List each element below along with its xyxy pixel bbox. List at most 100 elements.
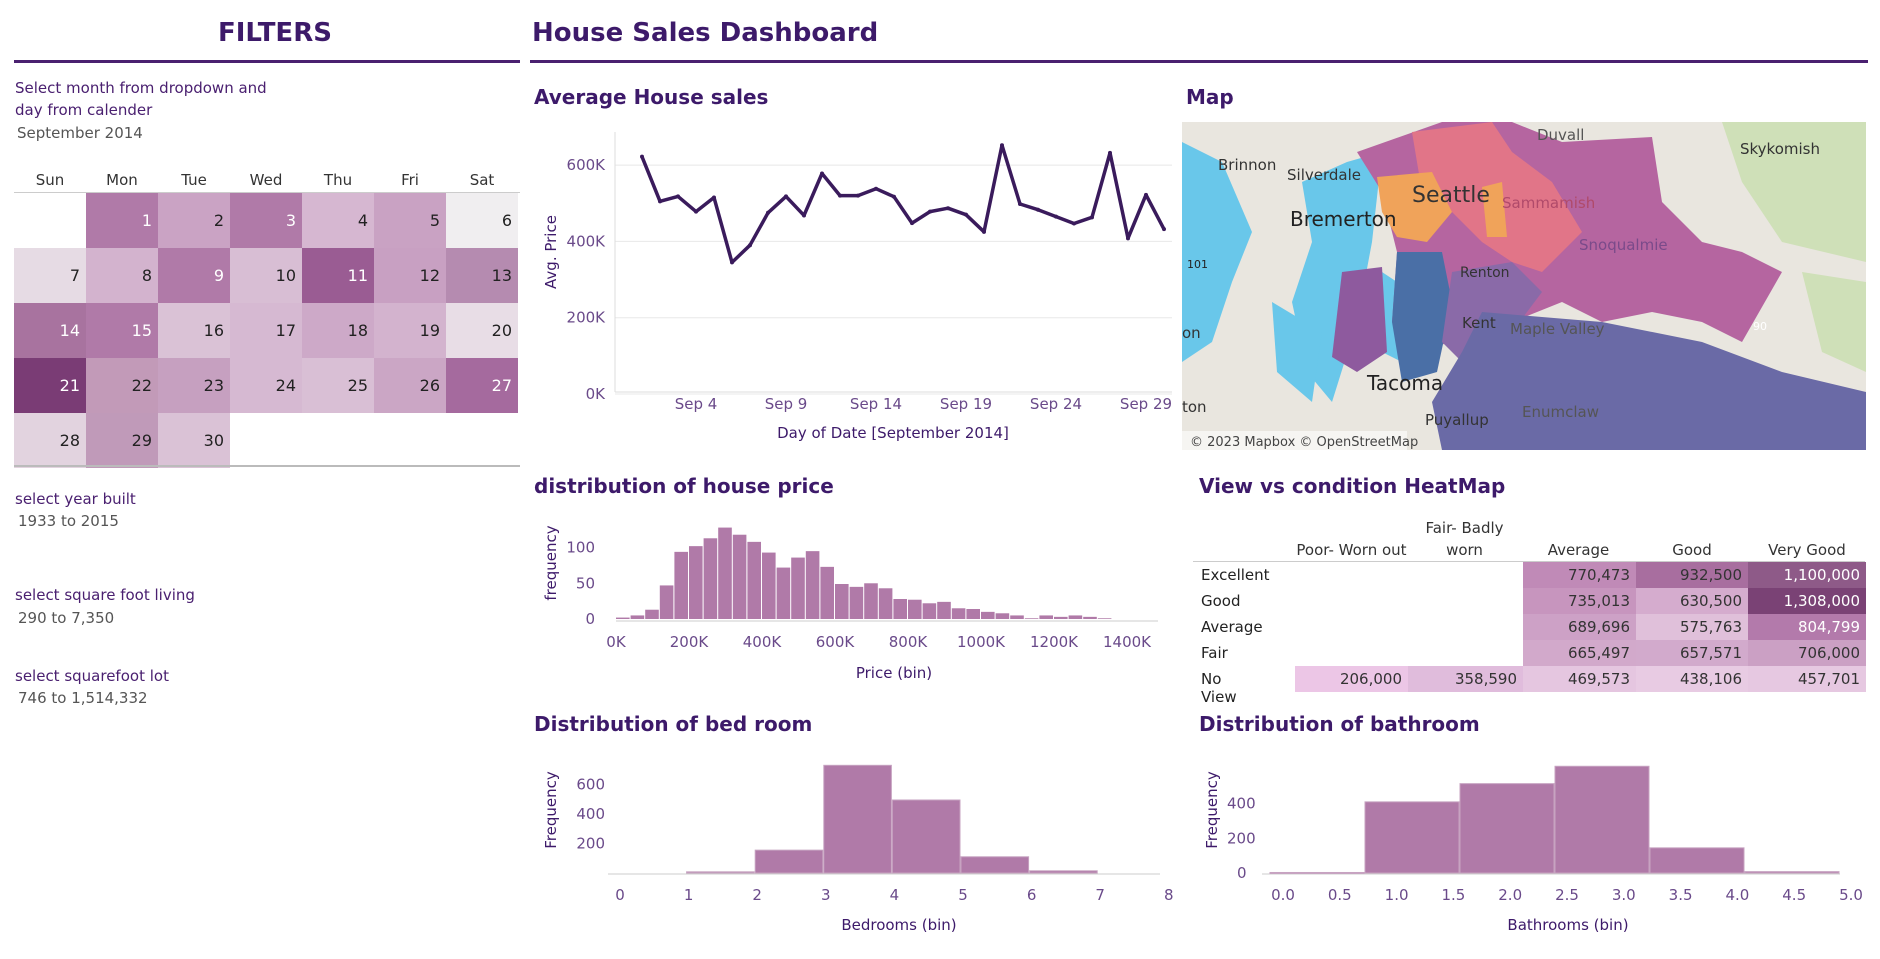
price-bin-bar[interactable] (1054, 616, 1068, 619)
calendar-day-11[interactable]: 11 (302, 248, 374, 303)
bathroom-bin-bar[interactable] (1364, 801, 1460, 874)
line-point[interactable] (910, 221, 914, 226)
price-bin-bar[interactable] (820, 566, 834, 619)
line-point[interactable] (676, 194, 680, 199)
line-point[interactable] (820, 171, 824, 176)
line-point[interactable] (712, 195, 716, 200)
bedroom-bin-bar[interactable] (754, 849, 824, 874)
calendar-day-22[interactable]: 22 (86, 358, 158, 413)
bedroom-bin-bar[interactable] (823, 764, 892, 874)
line-point[interactable] (1090, 215, 1094, 220)
line-point[interactable] (928, 209, 932, 214)
line-point[interactable] (838, 193, 842, 198)
bedroom-bin-bar[interactable] (891, 799, 961, 874)
line-point[interactable] (1000, 143, 1004, 148)
heatmap-cell[interactable]: 770,473 (1523, 562, 1636, 588)
calendar-day-16[interactable]: 16 (158, 303, 230, 358)
bathroom-bin-bar[interactable] (1554, 765, 1650, 874)
calendar-day-1[interactable]: 1 (86, 193, 158, 248)
price-bin-bar[interactable] (864, 583, 878, 619)
price-histogram[interactable]: 100 50 0 0K 200K 400K 600K 800K 1000K 1200K 1400K P… (530, 505, 1170, 685)
bathroom-bin-bar[interactable] (1744, 871, 1840, 874)
calendar-day-21[interactable]: 21 (14, 358, 86, 413)
line-point[interactable] (1072, 221, 1076, 226)
heatmap-cell[interactable]: 358,590 (1408, 666, 1523, 692)
heatmap-cell[interactable]: 804,799 (1748, 614, 1866, 640)
bedroom-bin-bar[interactable] (1029, 870, 1098, 874)
line-point[interactable] (1036, 207, 1040, 212)
calendar-day-18[interactable]: 18 (302, 303, 374, 358)
price-bin-bar[interactable] (616, 617, 630, 619)
calendar-day-3[interactable]: 3 (230, 193, 302, 248)
line-point[interactable] (748, 243, 752, 248)
line-point[interactable] (856, 193, 860, 198)
heatmap-cell[interactable]: 630,500 (1636, 588, 1748, 614)
calendar-day-20[interactable]: 20 (446, 303, 518, 358)
price-bin-bar[interactable] (1010, 615, 1024, 619)
calendar-day-25[interactable]: 25 (302, 358, 374, 413)
calendar-day-6[interactable]: 6 (446, 193, 518, 248)
bedroom-bin-bar[interactable] (960, 856, 1030, 874)
price-bin-bar[interactable] (893, 599, 907, 619)
line-point[interactable] (1144, 192, 1148, 197)
bathroom-bin-bar[interactable] (1649, 847, 1745, 874)
heatmap-cell[interactable]: 469,573 (1523, 666, 1636, 692)
year-built-filter[interactable]: 1933 to 2015 (18, 512, 119, 530)
line-point[interactable] (982, 229, 986, 234)
line-point[interactable] (946, 206, 950, 211)
calendar-day-9[interactable]: 9 (158, 248, 230, 303)
calendar-day-17[interactable]: 17 (230, 303, 302, 358)
map-canvas[interactable]: Skykomish Brinnon Silverdale Bremerton T… (1182, 122, 1866, 450)
sqft-living-filter[interactable]: 290 to 7,350 (18, 609, 115, 627)
calendar-day-23[interactable]: 23 (158, 358, 230, 413)
price-bin-bar[interactable] (1083, 616, 1097, 619)
calendar-day-13[interactable]: 13 (446, 248, 518, 303)
bedroom-bin-bar[interactable] (686, 871, 755, 874)
heatmap-cell[interactable]: 665,497 (1523, 640, 1636, 666)
price-bin-bar[interactable] (630, 615, 645, 619)
calendar-day-28[interactable]: 28 (14, 413, 86, 468)
calendar-day-5[interactable]: 5 (374, 193, 446, 248)
line-point[interactable] (658, 199, 662, 204)
line-point[interactable] (1108, 150, 1112, 155)
calendar-day-7[interactable]: 7 (14, 248, 86, 303)
line-point[interactable] (730, 260, 734, 265)
price-bin-bar[interactable] (645, 609, 659, 619)
price-bin-bar[interactable] (674, 551, 688, 619)
line-point[interactable] (964, 212, 968, 217)
calendar-day-15[interactable]: 15 (86, 303, 158, 358)
line-point[interactable] (1054, 214, 1058, 219)
calendar-day-27[interactable]: 27 (446, 358, 518, 413)
heatmap-cell[interactable]: 932,500 (1636, 562, 1748, 588)
line-point[interactable] (1126, 236, 1130, 241)
price-bin-bar[interactable] (981, 611, 995, 619)
price-bin-bar[interactable] (747, 541, 761, 619)
price-bin-bar[interactable] (835, 584, 849, 619)
calendar-day-8[interactable]: 8 (86, 248, 158, 303)
price-bin-bar[interactable] (849, 586, 864, 619)
price-bin-bar[interactable] (1097, 618, 1112, 619)
price-bin-bar[interactable] (951, 608, 966, 619)
line-point[interactable] (640, 154, 644, 159)
heatmap-cell[interactable]: 206,000 (1295, 666, 1408, 692)
price-bin-bar[interactable] (1068, 615, 1083, 619)
line-point[interactable] (784, 194, 788, 199)
price-bin-bar[interactable] (878, 588, 893, 619)
calendar-day-26[interactable]: 26 (374, 358, 446, 413)
price-bin-bar[interactable] (937, 601, 951, 619)
heatmap-cell[interactable]: 1,100,000 (1748, 562, 1866, 588)
price-bin-bar[interactable] (718, 527, 732, 619)
calendar-day-4[interactable]: 4 (302, 193, 374, 248)
calendar-day-24[interactable]: 24 (230, 358, 302, 413)
line-point[interactable] (766, 210, 770, 215)
line-point[interactable] (802, 213, 806, 218)
calendar-day-19[interactable]: 19 (374, 303, 446, 358)
sqft-lot-filter[interactable]: 746 to 1,514,332 (18, 689, 148, 707)
calendar-day-2[interactable]: 2 (158, 193, 230, 248)
price-bin-bar[interactable] (732, 534, 747, 619)
bathroom-bin-bar[interactable] (1459, 783, 1555, 874)
heatmap-cell[interactable]: 438,106 (1636, 666, 1748, 692)
line-point[interactable] (1018, 201, 1022, 206)
bathroom-histogram[interactable]: 400 200 0 0.0 0.5 1.0 1.5 2.0 2.5 3.0 3.5 4.0 4.5 5.0… (1195, 745, 1865, 945)
heatmap-cell[interactable]: 575,763 (1636, 614, 1748, 640)
